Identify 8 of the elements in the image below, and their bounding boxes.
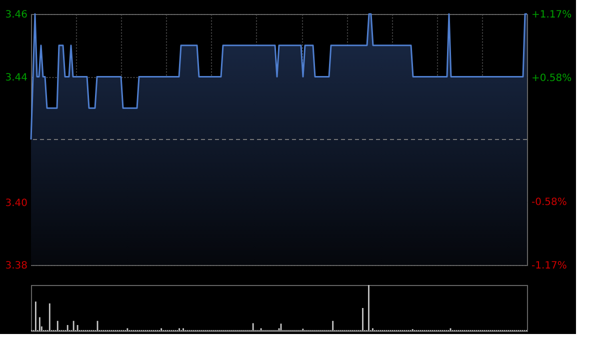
y2-tick-label: +1.17% [532,10,572,20]
y2-tick-label: -0.58% [532,197,567,208]
y2-tick-label: -1.17% [532,260,567,272]
y-tick-label: 3.38 [5,260,28,272]
y-tick-label: 3.44 [5,72,28,84]
y-tick-label: 3.46 [5,10,28,20]
y-tick-label: 3.40 [5,198,28,209]
y2-tick-label: +0.58% [532,72,572,84]
